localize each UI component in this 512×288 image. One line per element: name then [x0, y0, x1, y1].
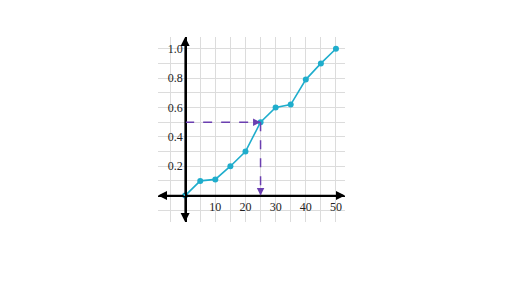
svg-text:30: 30 — [270, 200, 282, 214]
svg-text:0.6: 0.6 — [168, 101, 183, 115]
svg-text:50: 50 — [330, 200, 342, 214]
svg-text:40: 40 — [300, 200, 312, 214]
svg-text:10: 10 — [209, 200, 221, 214]
svg-text:0.2: 0.2 — [168, 159, 183, 173]
svg-text:20: 20 — [239, 200, 251, 214]
svg-text:1.0: 1.0 — [168, 42, 183, 56]
svg-text:0.4: 0.4 — [168, 130, 183, 144]
svg-text:0.8: 0.8 — [168, 71, 183, 85]
